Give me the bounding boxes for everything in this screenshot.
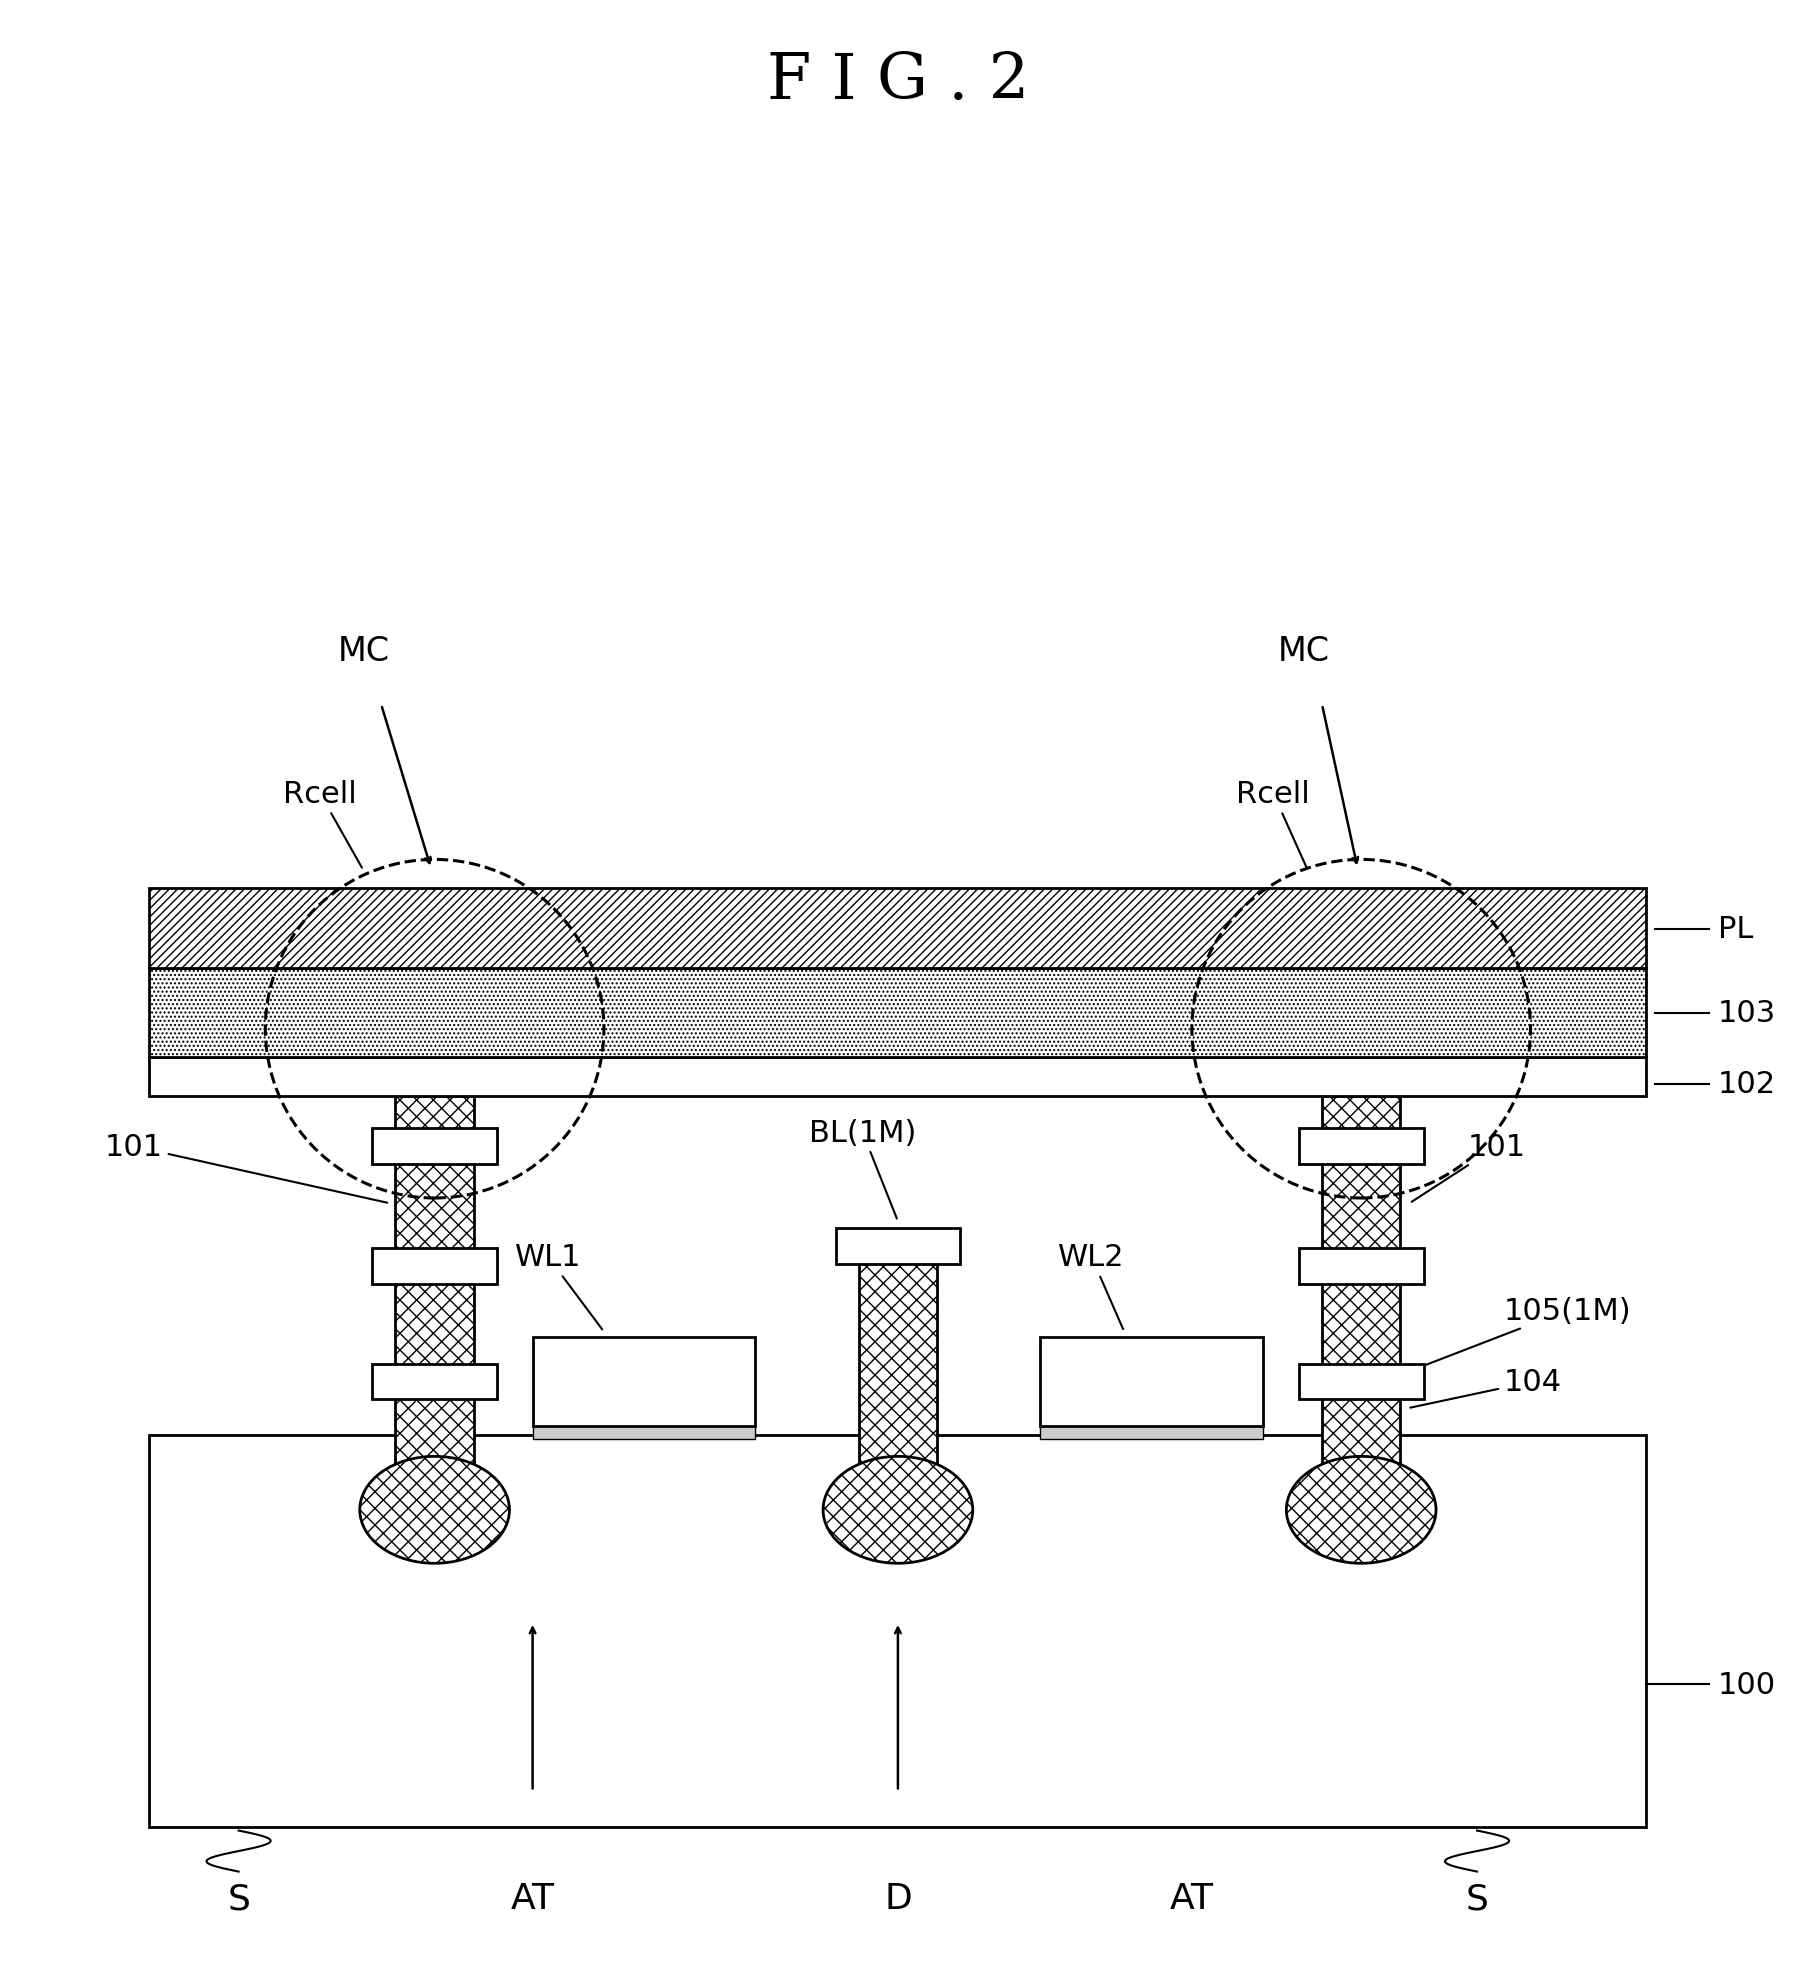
Bar [533,1424,756,1439]
Text: 103: 103 [1717,998,1776,1028]
Bar [372,1364,497,1400]
Bar [372,1247,497,1283]
Bar [149,968,1647,1057]
Text: F I G . 2: F I G . 2 [767,51,1029,113]
Text: 104: 104 [1410,1368,1563,1408]
Bar [149,1057,1647,1097]
Text: AT: AT [1169,1881,1214,1915]
Text: Rcell: Rcell [1236,780,1311,867]
Bar [1299,1364,1424,1400]
Bar [858,1239,938,1507]
Text: PL: PL [1717,915,1753,944]
Text: AT: AT [510,1881,555,1915]
Text: 101: 101 [1412,1133,1527,1202]
Text: S: S [1466,1881,1489,1915]
Text: MC: MC [1279,636,1331,667]
Bar [1040,1336,1263,1426]
Text: 101: 101 [104,1133,388,1204]
Text: WL2: WL2 [1058,1243,1124,1329]
Bar [149,889,1647,968]
Text: S: S [226,1881,250,1915]
Bar [395,1097,474,1507]
Bar [372,1129,497,1164]
Bar [1299,1129,1424,1164]
Text: 102: 102 [1717,1069,1776,1099]
Text: WL1: WL1 [515,1243,602,1331]
Bar [1040,1424,1263,1439]
Bar [533,1336,756,1426]
Text: 105(1M): 105(1M) [1408,1297,1631,1372]
Bar [835,1230,961,1265]
Text: D: D [884,1881,912,1915]
Ellipse shape [359,1457,510,1564]
Text: 100: 100 [1717,1669,1776,1699]
Ellipse shape [823,1457,973,1564]
Bar [1322,1097,1401,1507]
Text: BL(1M): BL(1M) [808,1119,916,1220]
Bar [149,1436,1647,1828]
Text: MC: MC [338,636,390,667]
Text: Rcell: Rcell [284,780,363,869]
Ellipse shape [1286,1457,1437,1564]
Bar [1299,1247,1424,1283]
